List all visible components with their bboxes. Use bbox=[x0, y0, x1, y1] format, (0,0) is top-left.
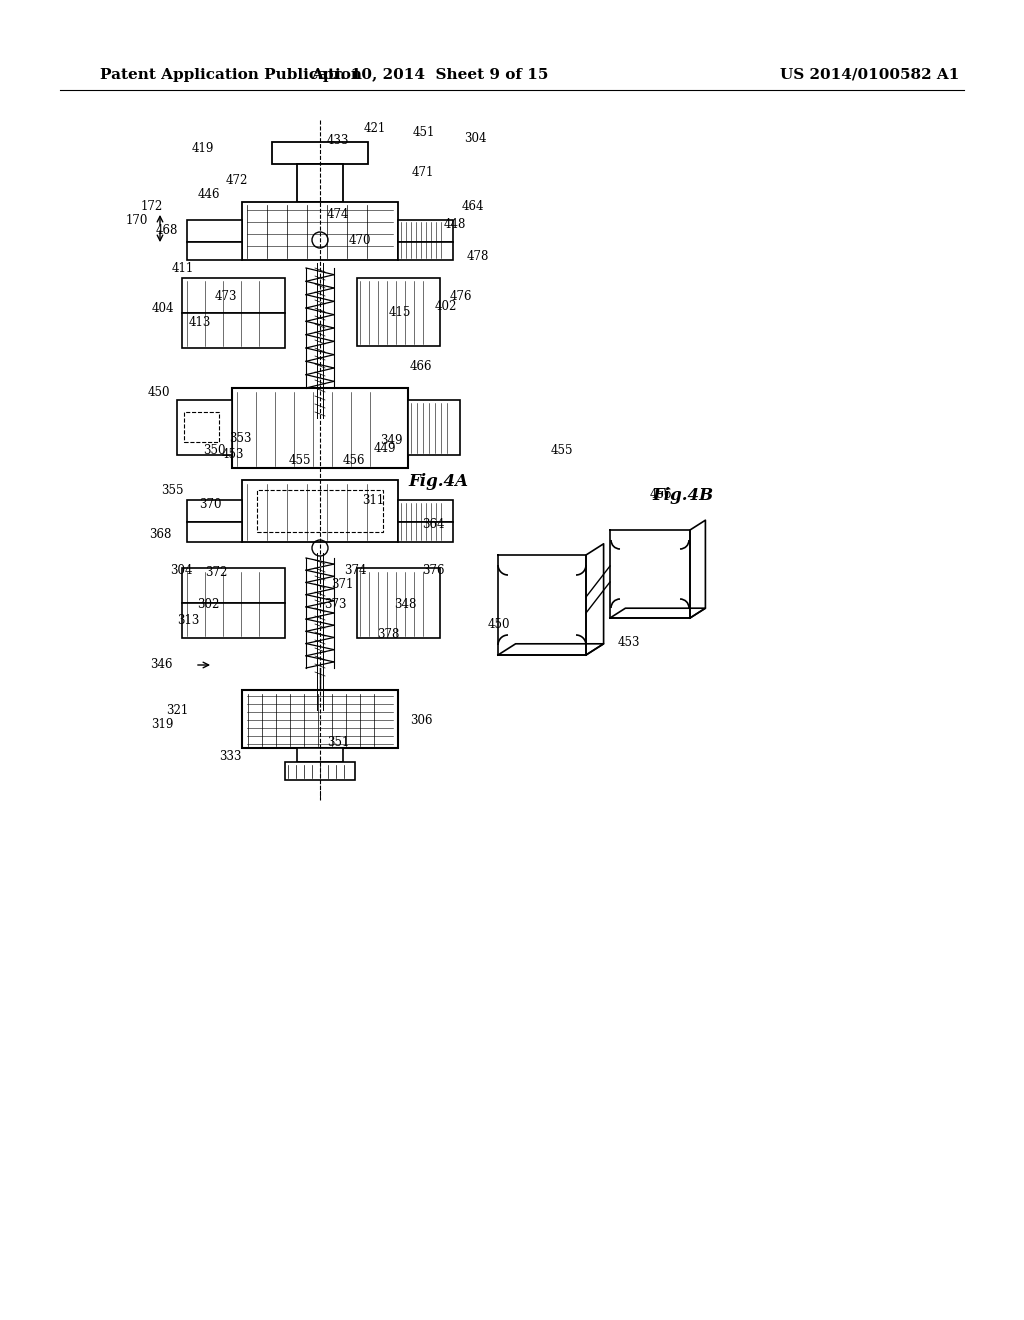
Bar bbox=[285, 762, 355, 780]
Bar bbox=[187, 521, 242, 543]
Bar bbox=[398, 220, 453, 242]
Text: 455: 455 bbox=[289, 454, 311, 466]
Text: 302: 302 bbox=[198, 598, 220, 611]
Bar bbox=[184, 412, 219, 442]
Text: 446: 446 bbox=[198, 189, 220, 202]
Text: 313: 313 bbox=[177, 614, 200, 627]
Bar bbox=[182, 313, 285, 348]
Text: 304: 304 bbox=[464, 132, 486, 144]
Bar bbox=[187, 500, 242, 521]
Text: 464: 464 bbox=[462, 201, 484, 214]
Text: Patent Application Publication: Patent Application Publication bbox=[100, 69, 362, 82]
Bar bbox=[398, 521, 453, 543]
Bar bbox=[232, 388, 408, 469]
Text: 413: 413 bbox=[188, 315, 211, 329]
Text: 466: 466 bbox=[410, 360, 432, 374]
Text: 473: 473 bbox=[214, 289, 237, 302]
Bar bbox=[357, 279, 440, 346]
Text: 415: 415 bbox=[389, 305, 412, 318]
Text: 353: 353 bbox=[229, 432, 252, 445]
Text: 355: 355 bbox=[162, 483, 184, 496]
Bar bbox=[297, 164, 343, 202]
Text: 455: 455 bbox=[551, 444, 573, 457]
Text: 470: 470 bbox=[349, 234, 372, 247]
Text: 170: 170 bbox=[126, 214, 148, 227]
Text: 311: 311 bbox=[362, 494, 384, 507]
Bar bbox=[177, 400, 232, 455]
Text: 411: 411 bbox=[172, 261, 194, 275]
Text: 453: 453 bbox=[221, 449, 244, 462]
Text: 450: 450 bbox=[487, 619, 510, 631]
Text: 349: 349 bbox=[380, 433, 402, 446]
Bar bbox=[257, 490, 383, 532]
Text: 370: 370 bbox=[200, 499, 222, 511]
Text: 456: 456 bbox=[343, 454, 366, 466]
Text: 474: 474 bbox=[327, 209, 349, 222]
Text: 319: 319 bbox=[152, 718, 174, 731]
Bar bbox=[242, 480, 398, 543]
Bar bbox=[398, 242, 453, 260]
Text: Apr. 10, 2014  Sheet 9 of 15: Apr. 10, 2014 Sheet 9 of 15 bbox=[311, 69, 549, 82]
Text: 453: 453 bbox=[618, 635, 640, 648]
Text: 321: 321 bbox=[166, 704, 188, 717]
Text: 402: 402 bbox=[435, 301, 458, 314]
Bar bbox=[398, 500, 453, 521]
Bar bbox=[408, 400, 460, 455]
Text: 419: 419 bbox=[191, 141, 214, 154]
Text: 372: 372 bbox=[206, 566, 228, 579]
Text: 468: 468 bbox=[156, 223, 178, 236]
Text: 351: 351 bbox=[327, 735, 349, 748]
Bar bbox=[297, 748, 343, 762]
Bar bbox=[242, 202, 398, 260]
Text: 471: 471 bbox=[412, 165, 434, 178]
Text: 368: 368 bbox=[150, 528, 172, 541]
Text: 456: 456 bbox=[650, 488, 673, 502]
Text: Fig.4A: Fig.4A bbox=[408, 474, 468, 491]
Text: 433: 433 bbox=[327, 133, 349, 147]
Text: Fig.4B: Fig.4B bbox=[652, 487, 713, 503]
Bar bbox=[182, 603, 285, 638]
Text: 350: 350 bbox=[204, 444, 226, 457]
Text: 378: 378 bbox=[377, 628, 399, 642]
Text: 478: 478 bbox=[467, 251, 489, 264]
Text: 364: 364 bbox=[422, 519, 444, 532]
Text: 371: 371 bbox=[331, 578, 353, 591]
Text: 348: 348 bbox=[394, 598, 417, 611]
Text: 306: 306 bbox=[410, 714, 432, 726]
Text: 346: 346 bbox=[151, 659, 173, 672]
Text: 476: 476 bbox=[450, 289, 472, 302]
Bar bbox=[357, 568, 440, 638]
Text: 172: 172 bbox=[140, 201, 163, 214]
Bar bbox=[272, 143, 368, 164]
Text: 404: 404 bbox=[152, 301, 174, 314]
Bar bbox=[187, 220, 242, 242]
Text: 448: 448 bbox=[444, 219, 466, 231]
Text: US 2014/0100582 A1: US 2014/0100582 A1 bbox=[780, 69, 959, 82]
Bar bbox=[182, 279, 285, 313]
Bar bbox=[187, 242, 242, 260]
Bar bbox=[182, 568, 285, 603]
Text: 376: 376 bbox=[422, 564, 444, 577]
Text: 373: 373 bbox=[324, 598, 346, 611]
Text: 333: 333 bbox=[219, 750, 242, 763]
Text: 449: 449 bbox=[374, 441, 396, 454]
Text: 451: 451 bbox=[413, 127, 435, 140]
Text: 374: 374 bbox=[344, 564, 367, 577]
Text: 421: 421 bbox=[364, 121, 386, 135]
Text: 472: 472 bbox=[225, 173, 248, 186]
Text: 450: 450 bbox=[147, 387, 170, 400]
Text: 304: 304 bbox=[171, 564, 193, 577]
Bar bbox=[242, 690, 398, 748]
